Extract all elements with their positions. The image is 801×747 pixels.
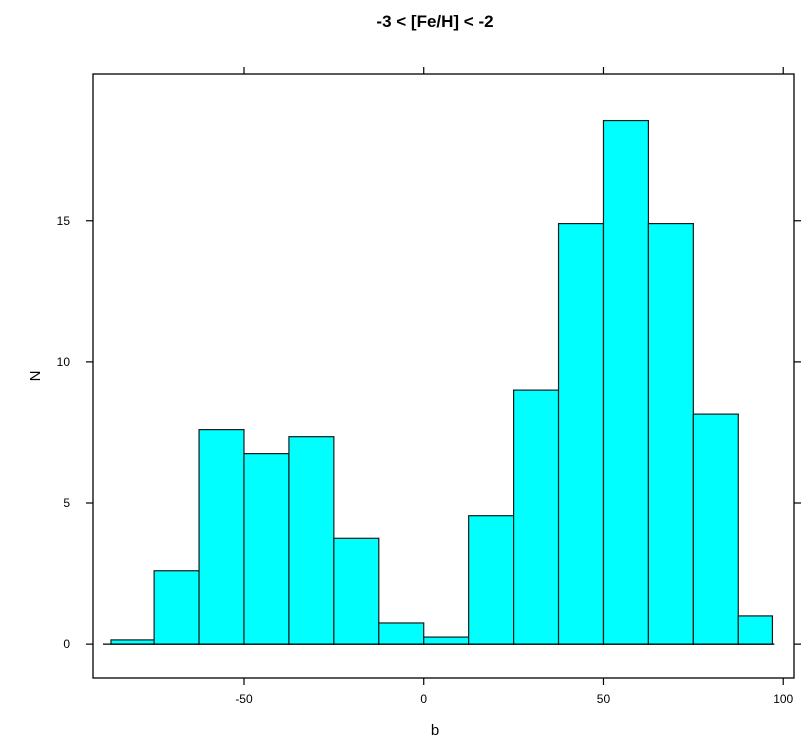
histogram-bar <box>468 515 515 645</box>
histogram-bar <box>647 222 694 645</box>
histogram-bar <box>557 222 605 645</box>
y-tick-label: 0 <box>63 637 70 651</box>
x-axis-ticks: -50 0 50 100 <box>235 67 794 706</box>
y-tick-label: 10 <box>57 355 71 369</box>
histogram-bar <box>512 389 560 645</box>
histogram-bar <box>378 622 425 645</box>
y-axis-ticks: 0 5 10 15 <box>57 214 801 651</box>
histogram-bar <box>288 436 335 645</box>
x-tick-label: 0 <box>420 692 427 706</box>
histogram-bar <box>602 119 650 645</box>
histogram-bar <box>110 639 155 645</box>
x-axis-label: b <box>431 722 439 739</box>
y-tick-label: 5 <box>63 496 70 510</box>
x-tick-label: 100 <box>773 692 793 706</box>
histogram-bar <box>153 570 200 645</box>
histogram-bar <box>243 453 290 645</box>
chart-title: -3 < [Fe/H] < -2 <box>376 12 493 31</box>
histogram-bar <box>692 413 739 645</box>
histogram-bar <box>423 636 470 645</box>
x-tick-label: 50 <box>597 692 611 706</box>
histogram-bar <box>198 429 245 645</box>
x-tick-label: -50 <box>235 692 253 706</box>
y-axis-label: N <box>27 371 44 382</box>
plot-frame <box>92 73 795 679</box>
histogram-bar <box>737 615 774 645</box>
histogram-bar <box>333 537 380 645</box>
y-tick-label: 15 <box>57 214 71 228</box>
bars-group <box>110 119 774 645</box>
